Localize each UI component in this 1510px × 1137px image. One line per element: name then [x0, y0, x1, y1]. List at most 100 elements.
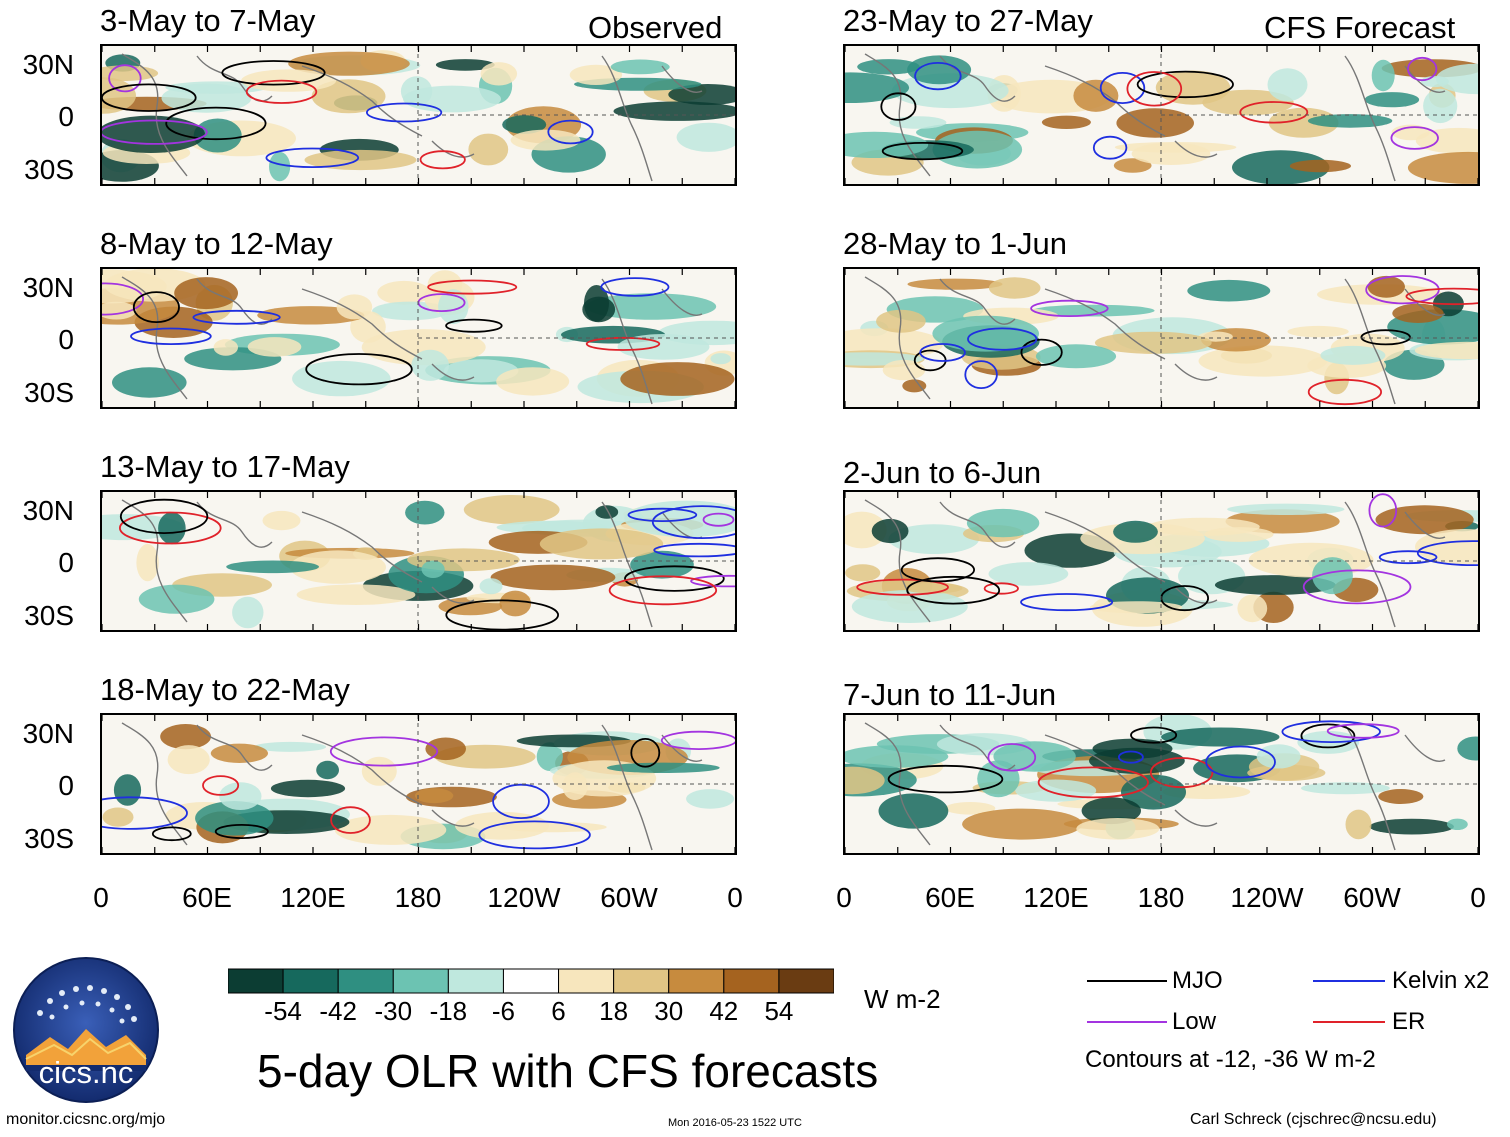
- map-canvas: [845, 715, 1478, 853]
- olr-anomaly-blob: [630, 550, 694, 579]
- lon-label: 0: [1470, 882, 1486, 913]
- wave-contour: [165, 106, 267, 141]
- colorbar-box: [392, 968, 449, 994]
- olr-anomaly-blob: [610, 59, 670, 75]
- panel-title: 3-May to 7-May: [100, 3, 316, 38]
- olr-anomaly-blob: [210, 743, 268, 763]
- olr-map-panel: [843, 713, 1480, 855]
- olr-anomaly-blob: [247, 337, 302, 357]
- olr-anomaly-blob: [479, 578, 503, 595]
- olr-anomaly-blob: [966, 508, 1040, 538]
- lon-label: 60E: [925, 882, 975, 913]
- olr-anomaly-blob: [1364, 92, 1420, 108]
- olr-anomaly-blob: [1407, 151, 1478, 184]
- colorbar-tick-label: -54: [264, 996, 302, 1026]
- lon-label: 120W: [1230, 882, 1304, 913]
- lat-label: 30S: [24, 377, 74, 408]
- wave-contour: [1205, 745, 1276, 779]
- contour-note: Contours at -12, -36 W m-2: [1085, 1046, 1376, 1073]
- olr-anomaly-blob: [1248, 542, 1374, 578]
- wave-contour: [630, 737, 661, 768]
- wave-contour: [427, 279, 518, 295]
- olr-anomaly-blob: [112, 367, 187, 398]
- coastline: [1174, 363, 1218, 381]
- olr-anomaly-blob: [710, 353, 731, 365]
- wave-contour: [1326, 723, 1400, 739]
- olr-anomaly-blob: [226, 560, 319, 574]
- olr-anomaly-blob: [845, 131, 929, 158]
- coastline: [601, 55, 653, 182]
- wave-contour: [856, 578, 949, 596]
- wave-contour: [1136, 70, 1234, 99]
- olr-anomaly-blob: [1392, 303, 1444, 323]
- olr-map-panel: [100, 490, 737, 632]
- legend-mjo: MJO: [1172, 967, 1223, 994]
- olr-anomaly-blob: [595, 505, 619, 519]
- coastline: [939, 55, 1016, 102]
- olr-anomaly-blob: [1301, 782, 1390, 795]
- wave-contour: [1405, 287, 1478, 306]
- forecast-header: CFS Forecast: [1264, 10, 1456, 45]
- cics-logo: cics.nc: [10, 955, 162, 1105]
- olr-anomaly-blob: [425, 737, 467, 761]
- colorbar-box: [778, 968, 834, 994]
- olr-anomaly-blob: [289, 550, 386, 584]
- coastline: [301, 288, 423, 360]
- coastline: [431, 809, 475, 827]
- footer-timestamp: Mon 2016-05-23 1522 UTC: [668, 1117, 802, 1129]
- lat-label: 30N: [22, 272, 74, 303]
- olr-map-panel: [843, 490, 1480, 632]
- olr-anomaly-blob: [878, 793, 949, 829]
- lon-label: 180: [1137, 882, 1185, 913]
- wave-contour: [108, 64, 142, 93]
- olr-anomaly-blob: [1435, 63, 1478, 95]
- olr-anomaly-blob: [845, 72, 910, 103]
- olr-anomaly-blob: [496, 367, 570, 396]
- colorbar-box: [228, 968, 284, 994]
- olr-anomaly-blob: [582, 296, 616, 323]
- footer-url[interactable]: monitor.cicsnc.org/mjo: [6, 1111, 166, 1128]
- colorbar-box: [502, 968, 560, 994]
- wave-contour: [1281, 720, 1381, 744]
- panel-title: 23-May to 27-May: [843, 3, 1093, 38]
- lon-label: 0: [836, 882, 852, 913]
- olr-anomaly-blob: [167, 745, 210, 775]
- colorbar-box: [613, 968, 670, 994]
- lon-label: 180: [394, 882, 442, 913]
- olr-anomaly-blob: [907, 278, 1003, 290]
- olr-anomaly-blob: [1187, 279, 1271, 302]
- wave-contour: [445, 599, 559, 630]
- panel-title: 28-May to 1-Jun: [843, 226, 1067, 261]
- wave-contour: [151, 826, 192, 842]
- olr-anomaly-blob: [414, 788, 454, 804]
- coastline: [939, 278, 1016, 325]
- olr-map-panel: [100, 713, 737, 855]
- coastline: [1344, 55, 1396, 182]
- panel-title: 7-Jun to 11-Jun: [843, 677, 1057, 712]
- olr-anomaly-blob: [1204, 527, 1274, 542]
- olr-anomaly-blob: [411, 349, 450, 381]
- coastline: [431, 140, 475, 158]
- coastline: [1344, 278, 1396, 405]
- olr-anomaly-blob: [891, 73, 1009, 109]
- wave-contour: [330, 806, 371, 834]
- olr-anomaly-blob: [932, 315, 1039, 352]
- olr-anomaly-blob: [316, 760, 339, 780]
- olr-anomaly-blob: [1035, 344, 1117, 369]
- wave-contour: [365, 102, 443, 123]
- olr-map-panel: [100, 44, 737, 186]
- colorbar-box: [282, 968, 339, 994]
- olr-anomaly-blob: [102, 115, 205, 153]
- coastline: [121, 499, 188, 623]
- olr-anomaly-blob: [269, 151, 291, 182]
- colorbar-box: [723, 968, 780, 994]
- lat-label: 30N: [22, 495, 74, 526]
- main-title: 5-day OLR with CFS forecasts: [257, 1045, 879, 1097]
- legend-low: Low: [1172, 1008, 1217, 1035]
- panel-title: 8-May to 12-May: [100, 226, 333, 261]
- olr-anomaly-blob: [502, 115, 547, 134]
- lat-label: 30N: [22, 718, 74, 749]
- wave-contour: [214, 824, 269, 840]
- wave-contour: [102, 282, 144, 316]
- wave-contour: [906, 575, 1001, 605]
